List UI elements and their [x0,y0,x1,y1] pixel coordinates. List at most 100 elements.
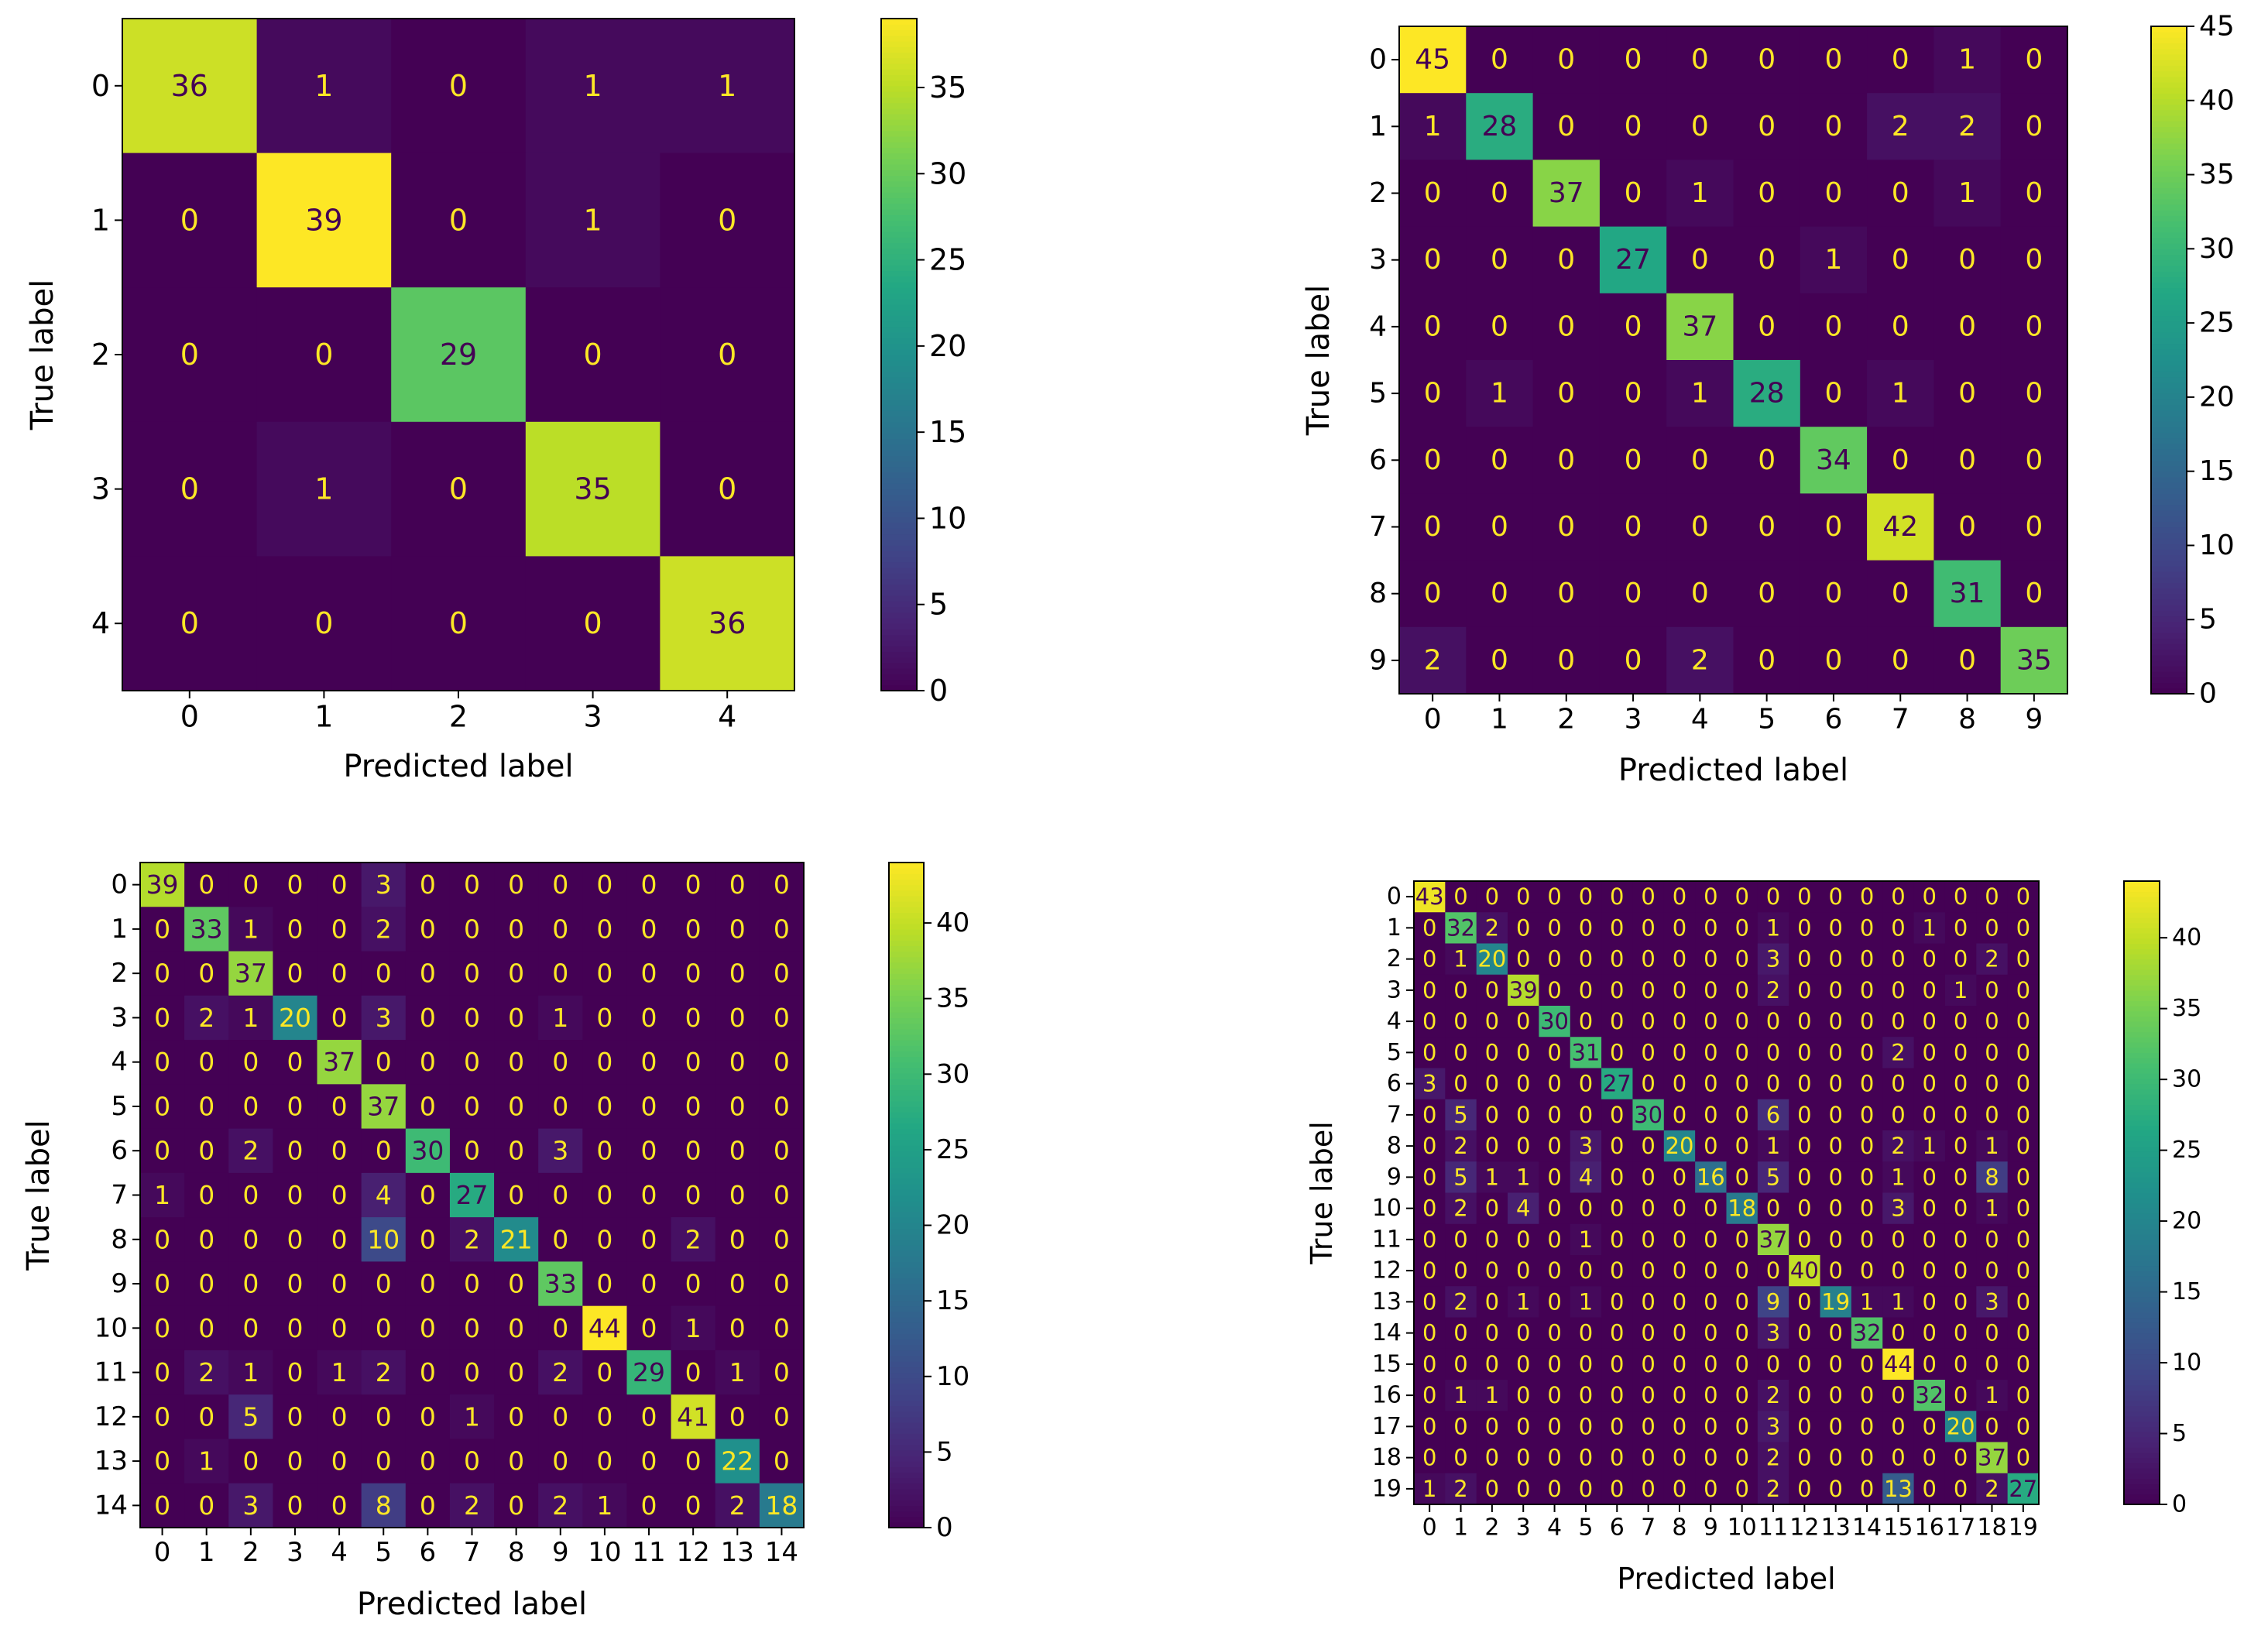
heatmap-cell [715,1084,760,1130]
heatmap-cell [1851,1161,1883,1193]
heatmap-cell [1944,1130,1977,1162]
cell-value-label: 0 [1704,883,1717,910]
cell-value-label: 0 [2025,378,2043,410]
heatmap-cell [2000,159,2068,228]
heatmap-cell [671,1084,716,1130]
heatmap-cell [391,19,527,154]
cell-value-label: 0 [2016,1320,2030,1346]
colorbar-segment [881,478,917,484]
cell-value-label: 0 [1824,310,1842,342]
cell-value-label: 0 [508,1357,524,1387]
colorbar-tick-label: 10 [929,501,966,535]
colorbar-frame [2150,26,2187,695]
cell-value-label: 0 [1485,1413,1499,1439]
cell-value-label: 0 [1516,1008,1530,1034]
heatmap-cell [1851,1380,1883,1411]
colorbar-segment [881,293,917,300]
x-tick-label: 8 [1672,1514,1686,1542]
cell-value-label: 0 [1579,1382,1593,1408]
cell-value-label: 0 [314,606,333,640]
colorbar-tick-label: 5 [2172,1420,2187,1447]
heatmap-cell [1820,1099,1852,1131]
colorbar-segment [2151,249,2187,256]
heatmap-cell [405,995,451,1041]
colorbar-segment [2151,598,2187,605]
cell-value-label: 0 [1734,1476,1748,1502]
colorbar-segment [889,984,924,991]
heatmap-cell [1944,1317,1977,1350]
colorbar-segment [881,427,917,434]
colorbar-segment [2151,643,2187,650]
x-tick-label: 5 [1578,1514,1593,1542]
cell-value-label: 0 [1485,1257,1499,1284]
heatmap-cell [715,1040,760,1085]
cell-value-label: 0 [1758,244,1776,276]
cell-value-label: 0 [1828,1226,1842,1253]
heatmap-cell [1632,974,1665,1007]
cell-value-label: 2 [1485,914,1499,941]
colorbar-segment [2151,259,2187,266]
cell-value-label: 0 [1704,1382,1717,1408]
cell-value-label: 0 [2016,1102,2030,1128]
cell-value-label: 0 [1828,883,1842,910]
y-tick-label: 0 [1369,44,1387,76]
heatmap-cell [1820,943,1852,976]
y-tick-label: 1 [111,914,128,945]
heatmap-cell [1695,1442,1727,1474]
cell-value-label: 0 [1958,310,1976,342]
colorbar-segment [2151,421,2187,427]
heatmap-cell [1532,226,1601,294]
colorbar-segment [889,1239,924,1246]
heatmap-cell [1726,1348,1758,1380]
cell-value-label: 0 [508,959,524,989]
heatmap-cell [317,1261,362,1307]
x-tick-label: 0 [154,1537,171,1568]
heatmap-cell [317,1217,362,1262]
colorbar-segment [2124,1135,2160,1142]
colorbar-segment [2151,65,2187,72]
heatmap-cell [1601,1348,1633,1380]
heatmap-cell [317,951,362,996]
colorbar-segment [2151,343,2187,350]
cell-value-label: 0 [1985,1413,1999,1439]
colorbar-segment [2151,532,2187,539]
cell-value-label: 1 [1691,177,1709,209]
colorbar-segment [2124,1213,2160,1219]
cell-value-label: 0 [1547,1039,1561,1065]
cell-value-label: 0 [1891,1445,1905,1471]
heatmap-cell [1663,943,1696,976]
heatmap-cell [1933,293,2002,361]
colorbar-segment [2124,1026,2160,1033]
colorbar-segment [2151,448,2187,455]
cell-value-label: 0 [464,1357,480,1387]
cell-value-label: 0 [1734,1164,1748,1190]
cell-value-label: 0 [331,914,348,944]
heatmap-cell [1800,293,1868,361]
heatmap-cell [494,863,539,907]
colorbar-segment [881,506,917,513]
colorbar-segment [889,1223,924,1230]
cell-value-label: 0 [1923,1008,1937,1034]
colorbar-segment [2151,276,2187,283]
cell-value-label: 0 [198,1224,214,1254]
cell-value-label: 0 [1704,1195,1717,1222]
cell-value-label: 27 [456,1180,489,1210]
colorbar-segment [2124,901,2160,908]
colorbar-tick-label: 30 [2172,1066,2201,1093]
cell-value-label: 29 [440,338,477,372]
colorbar-segment [2124,1078,2160,1085]
heatmap-cell [184,1261,229,1307]
colorbar-segment [2151,48,2187,55]
cell-value-label: 1 [1985,1133,1999,1159]
heatmap-cell [122,556,258,691]
cell-value-label: 0 [1891,946,1905,972]
cell-value-label: 2 [552,1490,568,1521]
colorbar-segment [2124,985,2160,991]
heatmap-cell [1445,912,1477,944]
heatmap-cell [494,1217,539,1262]
cell-value-label: 0 [287,1269,303,1299]
heatmap-cell [361,907,407,952]
cell-value-label: 0 [1516,1226,1530,1253]
heatmap-cell [1757,1037,1789,1068]
